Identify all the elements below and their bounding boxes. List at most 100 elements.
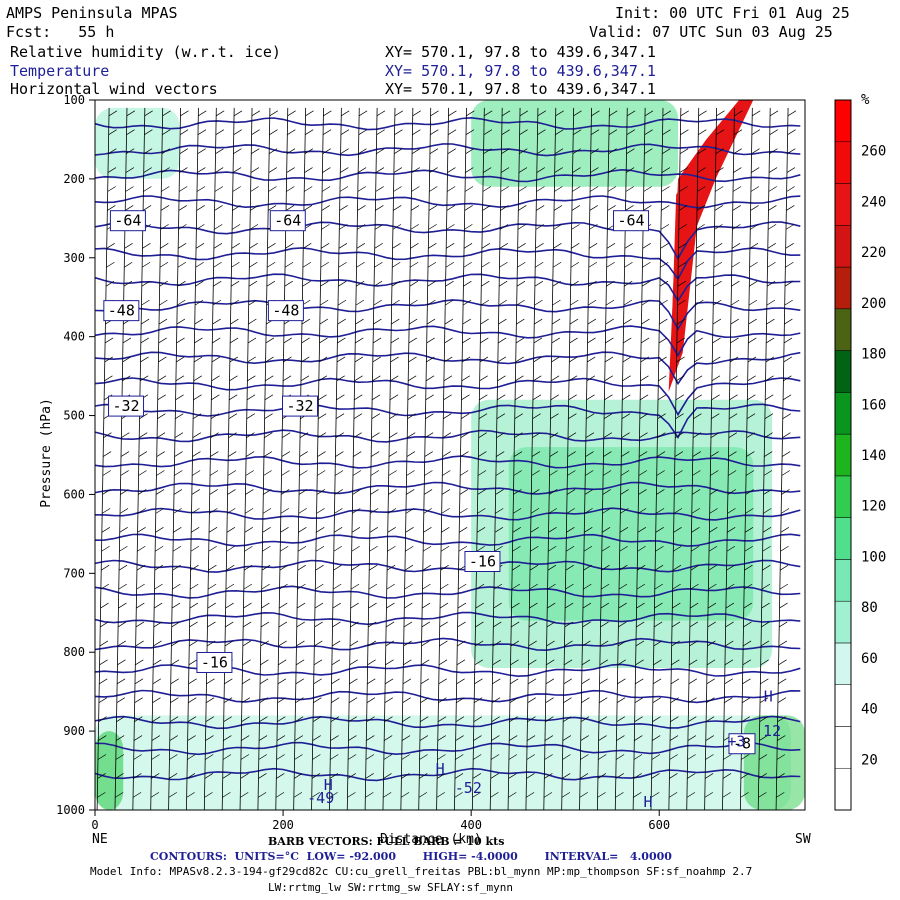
wind-barb bbox=[233, 148, 242, 154]
wind-barb bbox=[657, 394, 667, 401]
wind-barb bbox=[483, 129, 493, 136]
wind-barb bbox=[641, 280, 651, 287]
wind-barb bbox=[404, 583, 413, 590]
wind-barb bbox=[474, 659, 483, 666]
wind-barb bbox=[534, 299, 543, 306]
wind-barb bbox=[391, 299, 400, 306]
wind-barb bbox=[422, 583, 431, 590]
wind-barb bbox=[780, 508, 790, 514]
wind-barb bbox=[133, 735, 143, 741]
wind-barb bbox=[375, 167, 385, 173]
wind-barb-shaft bbox=[168, 107, 181, 811]
wind-barb bbox=[456, 697, 465, 704]
wind-barb bbox=[527, 716, 536, 722]
wind-barb bbox=[233, 129, 242, 136]
wind-barb-shaft bbox=[239, 107, 253, 811]
wind-barb bbox=[567, 451, 576, 457]
wind-barb bbox=[476, 527, 486, 533]
wind-barb bbox=[370, 470, 380, 476]
wind-barb bbox=[214, 186, 224, 192]
wind-barb bbox=[587, 299, 597, 306]
wind-barb bbox=[445, 280, 454, 287]
wind-barb bbox=[501, 129, 510, 136]
wind-barb bbox=[551, 337, 560, 344]
wind-barb bbox=[673, 545, 682, 552]
wind-barb bbox=[729, 356, 739, 363]
wind-barb bbox=[776, 792, 785, 798]
wind-barb bbox=[600, 621, 609, 628]
wind-barb bbox=[268, 167, 277, 173]
wind-barb bbox=[618, 602, 627, 609]
wind-barb bbox=[473, 716, 483, 722]
wind-barb bbox=[623, 299, 633, 306]
wind-barb bbox=[768, 205, 777, 211]
wind-barb bbox=[567, 432, 577, 438]
wind-barb bbox=[779, 564, 789, 571]
wind-barb bbox=[500, 167, 510, 173]
wind-barb bbox=[785, 243, 794, 249]
wind-barb bbox=[190, 545, 200, 552]
wind-barb bbox=[643, 167, 653, 173]
wind-barb-shaft bbox=[346, 107, 360, 811]
x-axis-title: Distance (km) bbox=[380, 832, 482, 847]
wind-barb bbox=[421, 659, 430, 666]
wind-barb bbox=[240, 773, 249, 779]
wind-barb bbox=[673, 527, 682, 533]
wind-barb bbox=[210, 432, 219, 438]
wind-barb bbox=[448, 110, 457, 117]
wind-barb bbox=[562, 754, 571, 760]
wind-barb bbox=[229, 394, 238, 401]
colorbar-segment bbox=[834, 266, 852, 310]
wind-barb bbox=[334, 489, 343, 495]
wind-barb bbox=[602, 470, 612, 476]
wind-barb bbox=[762, 564, 771, 571]
wind-barb bbox=[353, 451, 362, 457]
wind-barb bbox=[624, 261, 633, 268]
wind-barb-shaft bbox=[686, 107, 700, 811]
wind-barb bbox=[438, 697, 447, 704]
wind-barb bbox=[296, 640, 305, 647]
wind-barb bbox=[124, 261, 133, 268]
wind-barb bbox=[688, 697, 697, 704]
wind-barb bbox=[455, 735, 464, 741]
wind-barb bbox=[688, 716, 697, 722]
wind-barb bbox=[176, 318, 186, 325]
wind-barb bbox=[454, 773, 464, 779]
wind-barb bbox=[139, 432, 148, 438]
wind-barb bbox=[747, 394, 756, 401]
wind-barb bbox=[715, 148, 725, 154]
wind-barb bbox=[205, 735, 214, 741]
y-tick-label: 1000 bbox=[56, 803, 85, 817]
wind-barb bbox=[616, 735, 625, 741]
wind-barb bbox=[304, 186, 313, 192]
wind-barb bbox=[175, 375, 185, 382]
wind-barb bbox=[301, 337, 310, 344]
wind-barb bbox=[734, 110, 743, 117]
wind-barb bbox=[584, 527, 593, 533]
wind-barb bbox=[499, 243, 508, 249]
wind-barb bbox=[280, 545, 289, 552]
wind-barb bbox=[408, 375, 417, 382]
wind-barb bbox=[704, 773, 714, 779]
wind-barb bbox=[230, 299, 239, 306]
wind-barb bbox=[386, 602, 395, 609]
wind-barb-shaft bbox=[704, 107, 718, 811]
wind-barb bbox=[563, 659, 573, 666]
field-rh-xy: XY= 570.1, 97.8 to 439.6,347.1 bbox=[385, 43, 656, 61]
wind-barb bbox=[588, 243, 598, 249]
wind-barb bbox=[724, 697, 733, 704]
wind-barb bbox=[212, 299, 222, 306]
wind-barb bbox=[618, 621, 627, 628]
wind-barb bbox=[698, 129, 707, 136]
wind-barb bbox=[339, 205, 348, 211]
wind-barb bbox=[251, 148, 260, 154]
wind-barb bbox=[783, 337, 793, 344]
wind-barb bbox=[513, 470, 522, 476]
temperature-contour bbox=[94, 611, 801, 626]
wind-barb bbox=[278, 640, 287, 647]
wind-barb bbox=[732, 186, 742, 192]
temperature-contour bbox=[94, 585, 801, 599]
wind-barb bbox=[463, 261, 472, 268]
wind-barb bbox=[733, 167, 742, 173]
